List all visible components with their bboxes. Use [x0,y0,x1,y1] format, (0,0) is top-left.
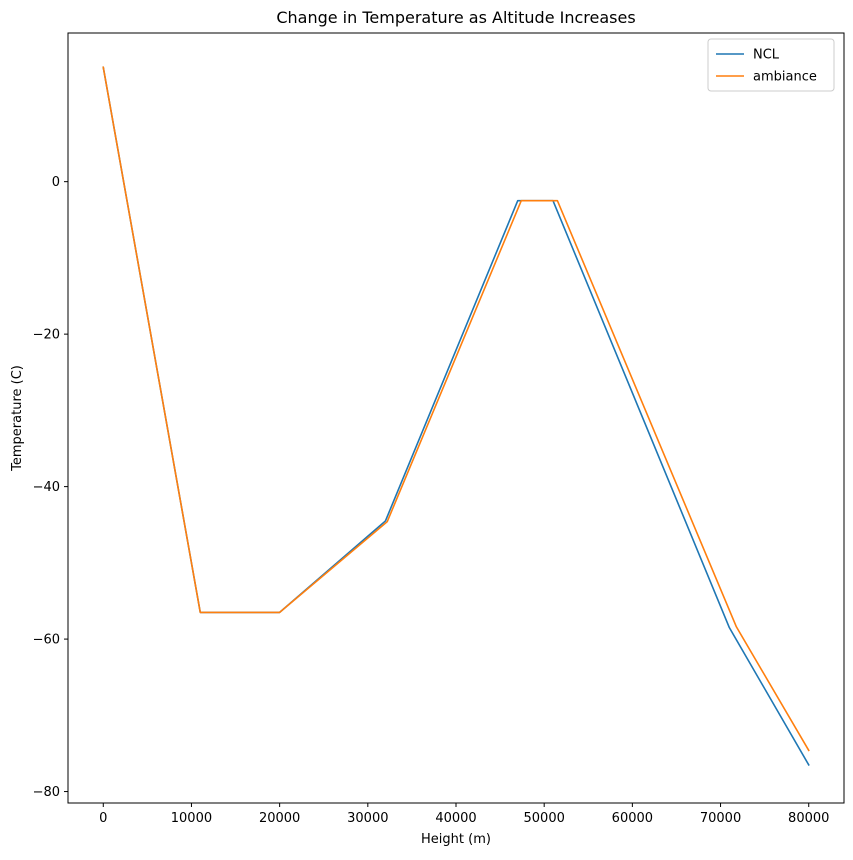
x-tick-label: 10000 [171,811,212,826]
legend: NCL ambiance [707,38,835,92]
legend-label: NCL [753,48,780,63]
x-tick-label: 60000 [612,811,653,826]
x-axis: 0 10000 20000 30000 40000 50000 60000 70000 8000… [99,803,829,826]
series-layer [102,66,810,766]
legend-label: ambiance [753,70,817,85]
x-tick-label: 40000 [435,811,476,826]
x-tick-label: 50000 [524,811,565,826]
x-tick-label: 20000 [259,811,300,826]
x-tick-label: 30000 [347,811,388,826]
chart-title: Change in Temperature as Altitude Increa… [276,8,635,27]
y-tick-label: −40 [33,480,60,495]
y-tick-label: −20 [33,328,60,343]
x-tick-label: 70000 [700,811,741,826]
legend-box [707,38,835,92]
x-tick-label: 80000 [788,811,829,826]
y-axis: 0 −20 −40 −60 −80 [33,175,68,800]
y-tick-label: −60 [33,633,60,648]
y-tick-label: −80 [33,785,60,800]
y-tick-label: 0 [52,175,60,190]
y-axis-label: Temperature (C) [10,365,25,472]
series-line-ambiance [102,66,810,752]
x-axis-label: Height (m) [421,832,491,847]
x-tick-label: 0 [99,811,107,826]
